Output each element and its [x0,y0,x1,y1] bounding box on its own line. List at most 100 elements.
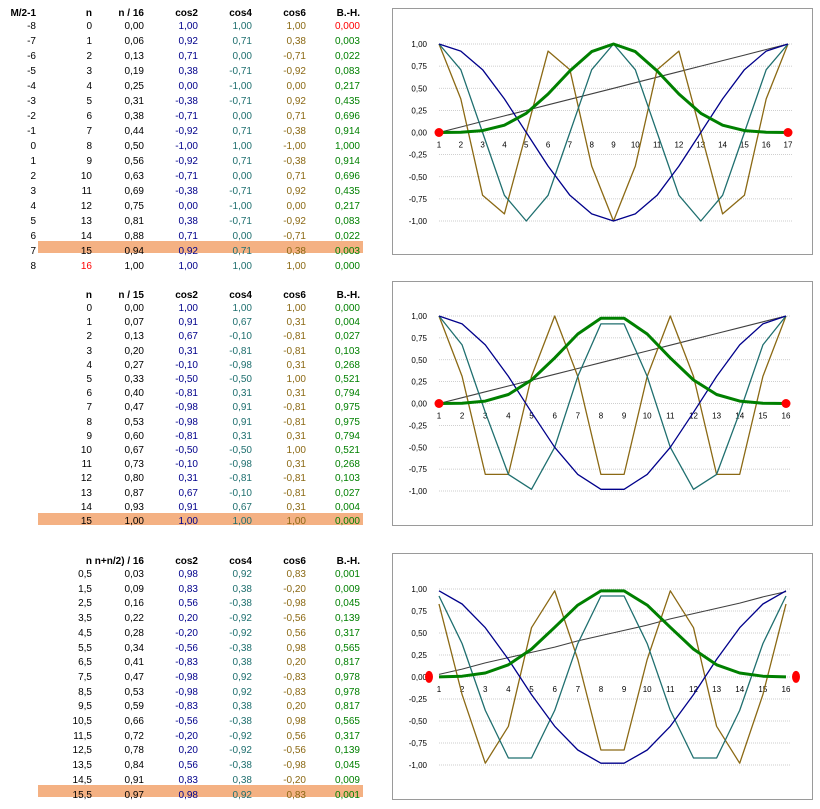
series-cos4 [438,315,787,490]
table-row: 8 0,53 -0,98 0,91 -0,81 0,975 [0,415,370,430]
table-cell: 0,009 [334,583,360,595]
table-cell: 0,317 [334,627,360,639]
table-cell: 10 [80,445,92,456]
table-cell: 0,25 [124,81,144,92]
table-row: 6 0,40 -0,81 0,31 0,31 0,794 [0,386,370,401]
series-cos2 [438,590,787,764]
table-cell: 0,56 [286,627,306,639]
table-cell: 0,217 [334,201,360,212]
table-cell: 0,27 [124,359,144,371]
table-cell: 0,92 [178,36,198,47]
table-cell: -0,10 [175,359,198,371]
table-cell: 0,13 [124,51,144,62]
table-cell: -0,81 [175,388,198,400]
table-2: n n / 15 cos2 cos4 cos6 B.-H. 0 0,00 1,00 1,00 1,0… [0,280,370,530]
table-cell: -2 [27,111,36,122]
x-tick-label: 4 [506,412,511,421]
table-cell: 3 [86,66,92,77]
table-cell: 0,41 [124,657,144,669]
table-row: 14 0,93 0,91 0,67 0,31 0,004 [0,500,370,515]
table-row: 2,5 0,16 0,56 -0,38 -0,98 0,045 [0,596,370,611]
table-cell: -1,00 [229,81,252,92]
table-cell: -0,98 [283,760,306,772]
table-cell: -0,98 [175,416,198,428]
table-cell: 0,103 [334,345,360,357]
table-row: 3,5 0,22 0,20 -0,92 -0,56 0,139 [0,611,370,626]
table-cell: 0,71 [232,126,252,137]
y-tick-label: -0,75 [409,195,428,204]
table-cell: -0,92 [229,613,252,625]
table-row: -2 6 0,38 -0,71 0,00 0,71 0,696 [0,109,370,124]
table-cell: 0,40 [124,388,144,400]
table-cell: -0,10 [229,331,252,343]
table-cell: 9 [86,430,92,442]
table-cell: -0,38 [229,760,252,772]
table-cell: 2 [86,331,92,343]
x-tick-label: 2 [460,412,465,421]
table-3: n n+n/2) / 16n+n/2) / 16cos2cos4cos6B.-H… [0,548,370,808]
header-cell: cos4 [229,556,252,567]
table-cell: 0,87 [124,487,144,499]
table-row: 7 0,47 -0,98 0,91 -0,81 0,975 [0,400,370,415]
table-cell: 0,53 [124,416,144,428]
x-tick-label: 9 [611,141,616,150]
table-cell: 1,00 [232,141,252,152]
table-cell: 4 [86,81,92,92]
table-cell: -7 [27,36,36,47]
series-cos6 [438,590,787,764]
table-cell: 0,139 [334,745,360,757]
table-row: 13,5 0,84 0,56 -0,38 -0,98 0,045 [0,758,370,773]
series-cos4 [438,595,787,759]
table-cell: 7 [86,126,92,137]
table-cell: -0,71 [229,216,252,227]
table-cell: 0,001 [334,569,360,580]
header-cell: n / 15 [118,290,144,301]
table-row: 7,5 0,47 -0,98 0,92 -0,83 0,978 [0,670,370,685]
table-cell: 0,67 [232,501,252,513]
series-line [438,591,787,675]
table-cell: 0,38 [178,216,198,227]
table-cell: 0,009 [334,774,360,786]
table-row: 10,5 0,66 -0,56 -0,38 0,98 0,565 [0,714,370,729]
table-row: 13 0,87 0,67 -0,10 -0,81 0,027 [0,486,370,501]
table-cell: 0,000 [334,303,360,314]
x-tick-label: 15 [758,412,767,421]
x-tick-label: 12 [689,412,698,421]
table-cell: 0,06 [124,36,144,47]
table-cell: -0,10 [229,487,252,499]
x-tick-label: 10 [643,412,652,421]
table-cell: 0,19 [124,66,144,77]
table-cell: -1 [27,126,36,137]
table-cell: -0,71 [229,66,252,77]
x-tick-label: 4 [506,685,511,694]
y-tick-label: -1,00 [409,217,428,226]
table-cell: 0,20 [178,745,198,757]
table-cell: 3 [86,345,92,357]
table-cell: 0,13 [124,331,144,343]
table-cell: 0,93 [124,501,144,513]
table-cell: 0,67 [232,317,252,329]
header-cell: B.-H. [336,290,360,301]
table-cell: 0,66 [124,716,144,727]
table-row: -6 2 0,13 0,71 0,00 -0,71 0,022 [0,49,370,64]
table-cell: 7,5 [78,671,92,683]
table-cell: -0,83 [283,686,306,698]
chart-1: 1,00 0,75 0,50 0,25 0,00 -0,25 -0,50 -0,75 -1,00… [409,40,793,226]
table-cell: 5 [86,96,92,107]
table-cell: -0,81 [283,331,306,343]
table-1: M/2-1 n n / 16 cos2 cos4 cos6 B.-H. -8 0 0,00 1,00… [0,0,370,272]
table-cell: -0,38 [229,598,252,610]
table-cell: 1,00 [286,261,306,272]
header-cell: cos6 [283,556,306,567]
table-cell: 0,71 [286,171,306,182]
table-row: 0 8 0,50 -1,00 1,00 -1,00 1,000 [0,139,370,154]
x-tick-label: 8 [599,685,604,694]
table-cell: 0,003 [334,36,360,47]
table-row: 0,5 0,03 0,98 0,92 0,83 0,001 [0,567,370,582]
table-row: -3 5 0,31 -0,38 -0,71 0,92 0,435 [0,94,370,109]
table-cell: 12 [80,201,92,212]
y-tick-label: 1,00 [411,40,427,49]
table-cell: -0,50 [229,445,252,456]
table-cell: -0,81 [283,487,306,499]
table-cell: 13 [80,487,92,499]
